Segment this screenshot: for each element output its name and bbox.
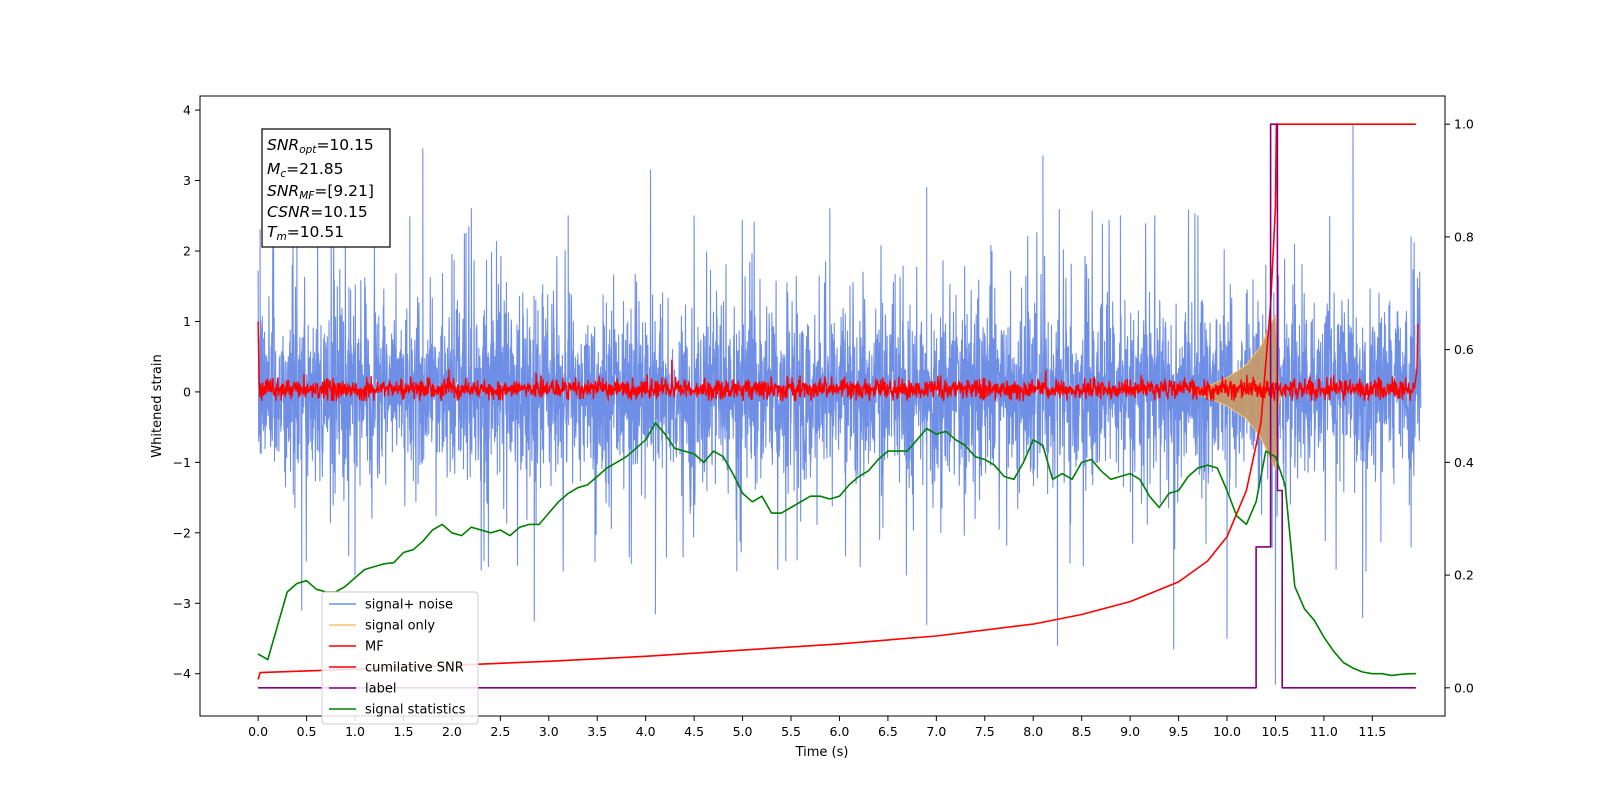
x-tick-label: 9.0 bbox=[1120, 724, 1140, 739]
y-axis-left: 4 3 2 1 0 −1 −2 −3 −4 bbox=[173, 103, 200, 681]
legend-item-mf: MF bbox=[329, 640, 384, 655]
x-tick-label: 0.5 bbox=[297, 724, 317, 739]
x-tick-label: 3.5 bbox=[587, 724, 607, 739]
data-layer bbox=[257, 123, 1422, 689]
x-tick-label: 11.0 bbox=[1310, 724, 1338, 739]
x-tick-label: 1.0 bbox=[345, 724, 365, 739]
x-tick-label: 10.5 bbox=[1262, 724, 1290, 739]
annotation-box: SNRopt=10.15 Mc=21.85 SNRMF=[9.21] CSNR=… bbox=[261, 128, 391, 248]
x-tick-label: 2.0 bbox=[442, 724, 462, 739]
x-axis-label: Time (s) bbox=[795, 745, 849, 760]
y-tick-label: −4 bbox=[173, 666, 191, 681]
x-tick-label: 6.5 bbox=[878, 724, 898, 739]
x-tick-label: 4.5 bbox=[684, 724, 704, 739]
x-tick-label: 8.0 bbox=[1023, 724, 1043, 739]
x-tick-label: 11.5 bbox=[1358, 724, 1386, 739]
y2-tick-label: 0.4 bbox=[1454, 455, 1474, 470]
x-tick-label: 0.0 bbox=[248, 724, 268, 739]
x-tick-label: 10.0 bbox=[1213, 724, 1241, 739]
x-tick-label: 9.5 bbox=[1169, 724, 1189, 739]
legend-item-signal-noise: signal+ noise bbox=[329, 598, 453, 613]
y-tick-label: −2 bbox=[173, 525, 191, 540]
annotation-snr-opt: SNRopt=10.15 bbox=[267, 136, 374, 156]
y-tick-label: 4 bbox=[183, 103, 191, 118]
x-axis: 0.0 0.5 1.0 1.5 2.0 2.5 3.0 3.5 4.0 4.5 5.0 5.5 6.0 6… bbox=[248, 716, 1386, 739]
legend-label-signal-only: signal only bbox=[365, 619, 435, 634]
x-tick-label: 5.5 bbox=[781, 724, 801, 739]
plot-frame bbox=[199, 95, 1446, 717]
y-tick-label: −1 bbox=[173, 455, 191, 470]
annotation-snr-mf: SNRMF=[9.21] bbox=[267, 182, 374, 202]
series-mf bbox=[257, 321, 1419, 402]
y-tick-label: 3 bbox=[183, 173, 191, 188]
y2-tick-label: 0.0 bbox=[1454, 680, 1474, 695]
x-tick-label: 3.0 bbox=[539, 724, 559, 739]
legend-item-cumulative-snr: cumilative SNR bbox=[329, 661, 464, 676]
x-tick-label: 5.0 bbox=[733, 724, 753, 739]
annotation-csnr: CSNR=10.15 bbox=[267, 203, 368, 221]
y-axis-right: 1.0 0.8 0.6 0.4 0.2 0.0 bbox=[1445, 117, 1474, 695]
legend-box bbox=[321, 591, 479, 725]
legend-item-label: label bbox=[329, 682, 396, 697]
y2-tick-label: 0.2 bbox=[1454, 568, 1474, 583]
y2-tick-label: 1.0 bbox=[1454, 117, 1474, 132]
y-tick-label: 2 bbox=[183, 244, 191, 259]
legend-label-signal-statistics: signal statistics bbox=[365, 703, 466, 718]
y2-tick-label: 0.6 bbox=[1454, 342, 1474, 357]
x-tick-label: 4.0 bbox=[636, 724, 656, 739]
y-tick-label: 1 bbox=[183, 314, 191, 329]
x-tick-label: 7.0 bbox=[926, 724, 946, 739]
y2-tick-label: 0.8 bbox=[1454, 229, 1474, 244]
legend: signal+ noise signal only MF cumilative … bbox=[321, 591, 479, 725]
annotation-tm: Tm=10.51 bbox=[267, 223, 344, 243]
legend-label-label: label bbox=[365, 682, 396, 697]
legend-label-signal-noise: signal+ noise bbox=[365, 598, 453, 613]
y-tick-label: −3 bbox=[173, 596, 191, 611]
annotation-mc: Mc=21.85 bbox=[267, 160, 344, 180]
x-tick-label: 1.5 bbox=[394, 724, 414, 739]
x-tick-label: 7.5 bbox=[975, 724, 995, 739]
series-signal-statistics bbox=[257, 422, 1416, 677]
x-tick-label: 2.5 bbox=[490, 724, 510, 739]
legend-item-signal-only: signal only bbox=[329, 619, 435, 634]
series-label bbox=[258, 123, 1416, 689]
legend-label-cumulative-snr: cumilative SNR bbox=[365, 661, 464, 676]
legend-label-mf: MF bbox=[365, 640, 384, 655]
x-tick-label: 8.5 bbox=[1072, 724, 1092, 739]
legend-item-signal-statistics: signal statistics bbox=[329, 703, 466, 718]
x-tick-label: 6.0 bbox=[830, 724, 850, 739]
y-tick-label: 0 bbox=[183, 384, 191, 399]
y-axis-label: Whitened strain bbox=[150, 354, 165, 457]
